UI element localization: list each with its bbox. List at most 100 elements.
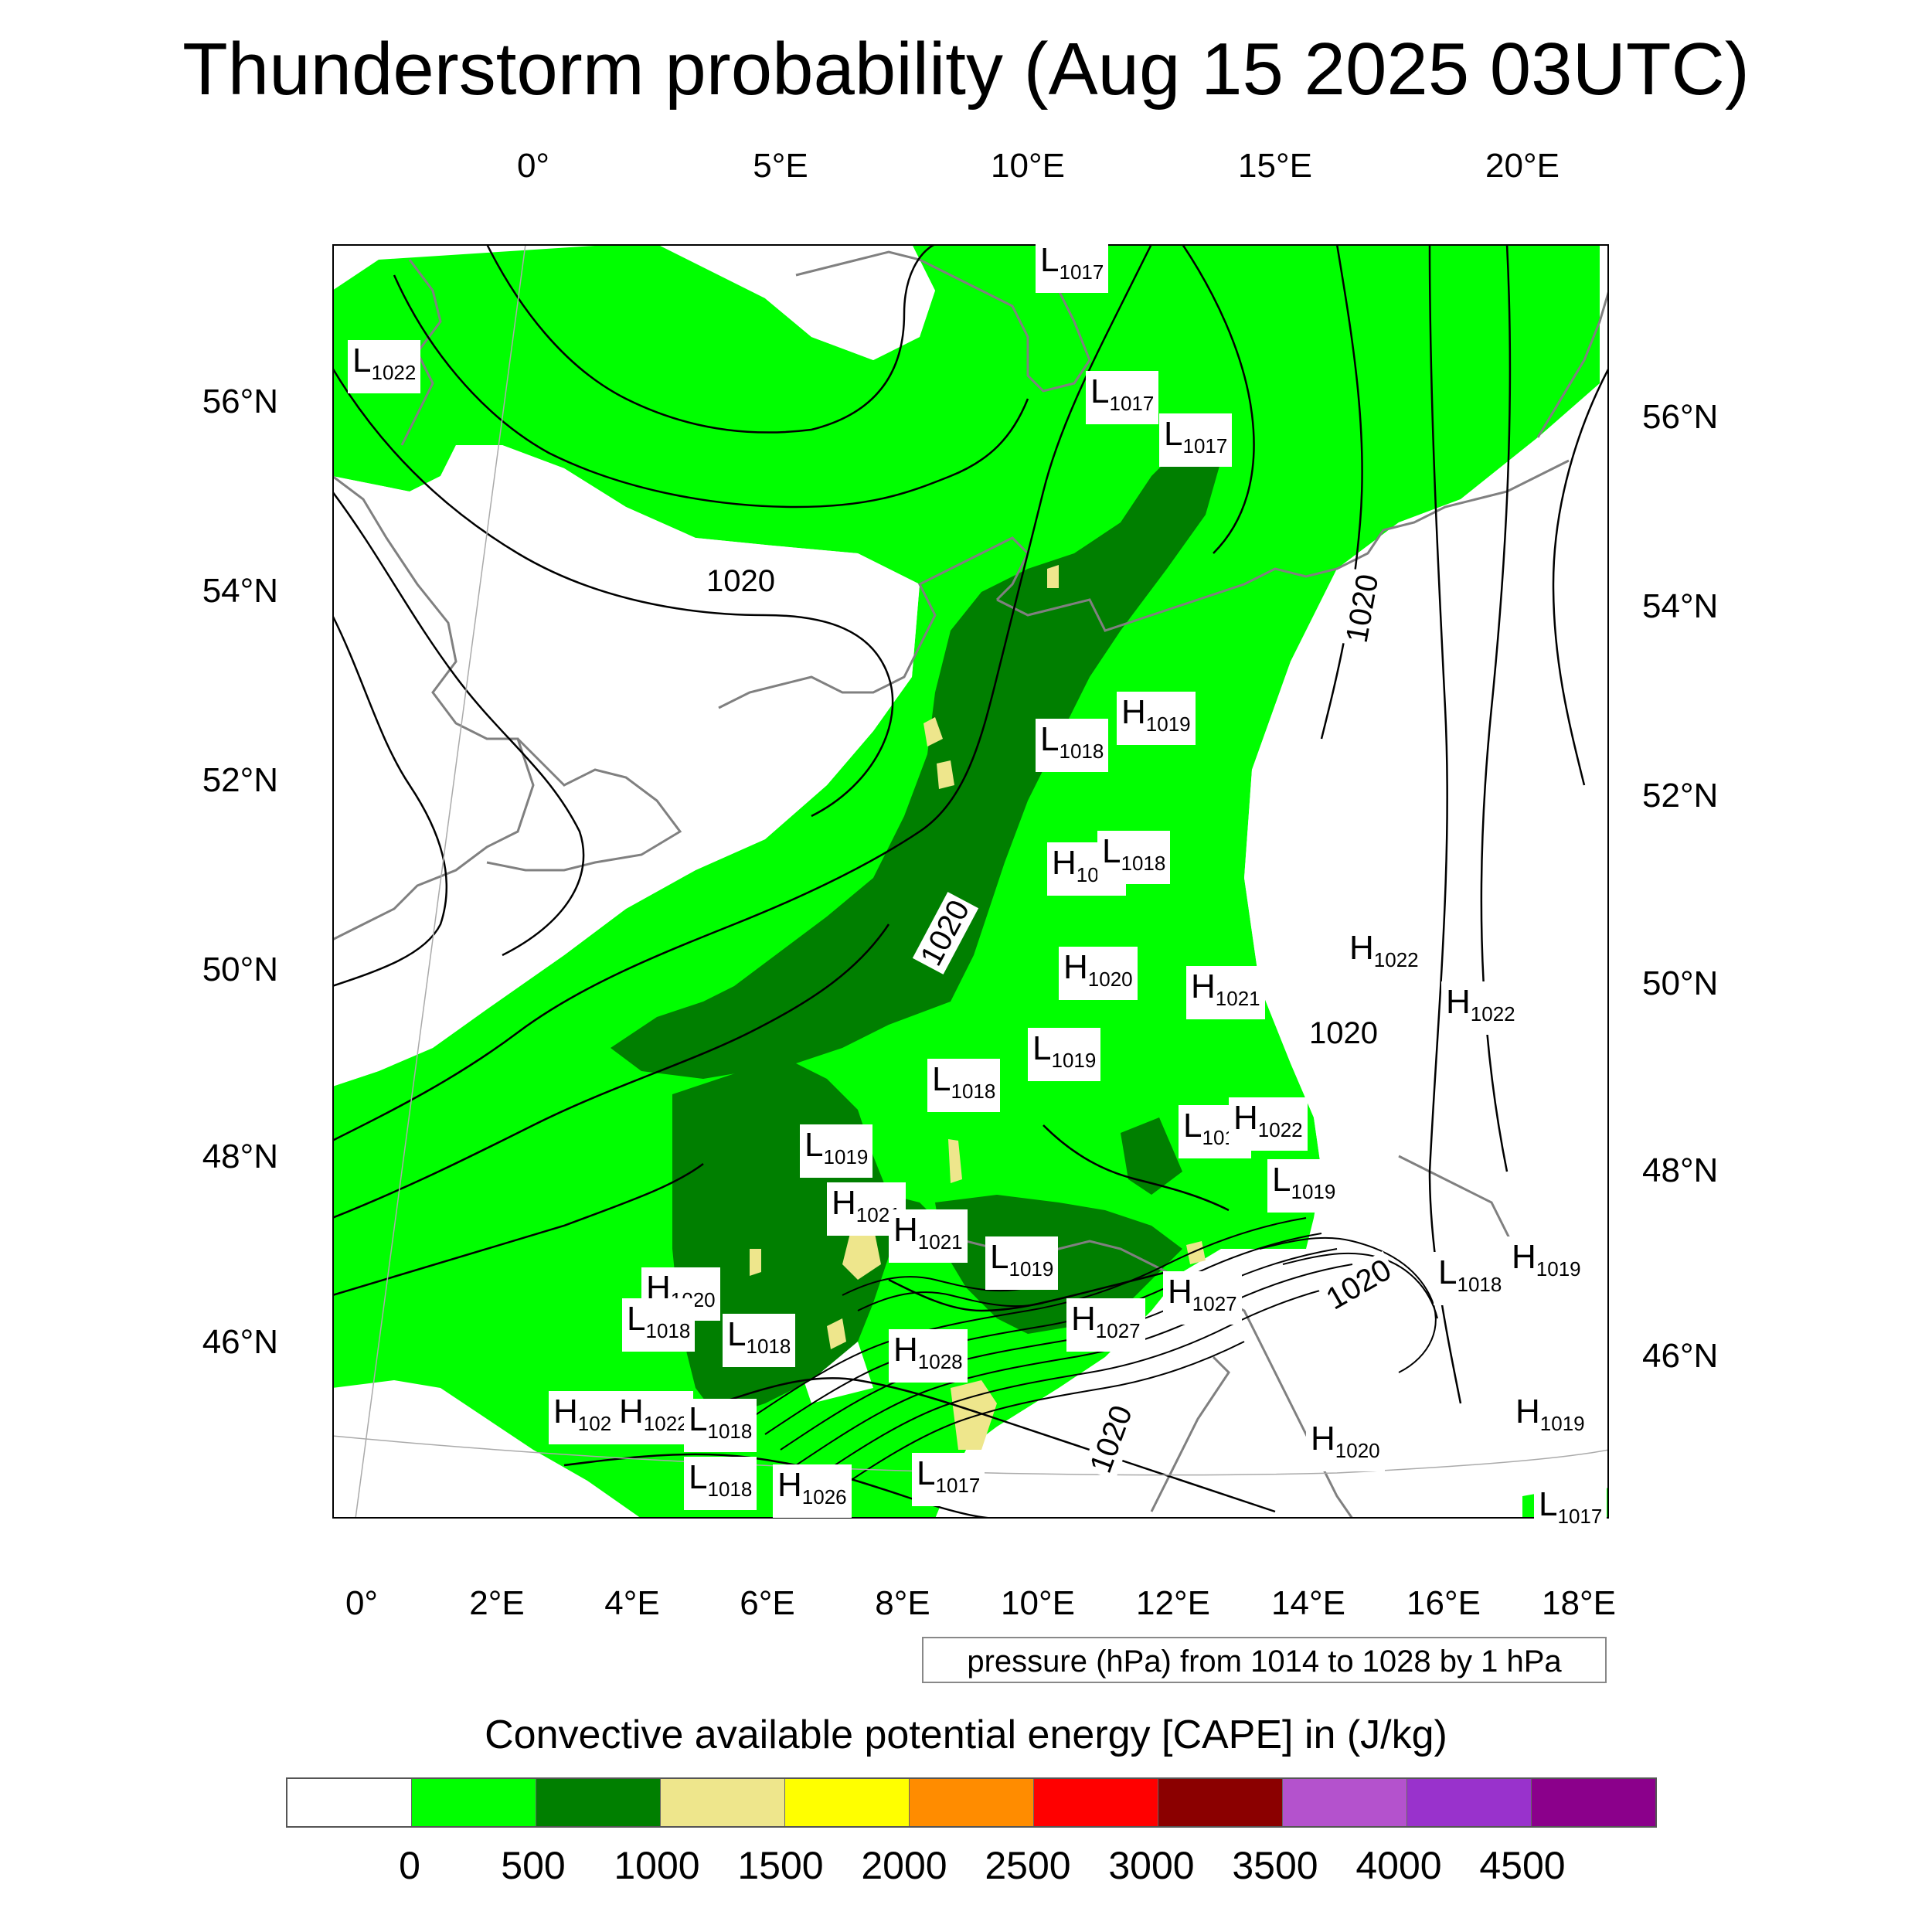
lat-right-label: 52°N bbox=[1642, 777, 1719, 815]
lon-bottom-label: 8°E bbox=[875, 1584, 930, 1622]
low-pressure-center: L1017 bbox=[1159, 413, 1233, 467]
pressure-center-letter: H bbox=[893, 1211, 918, 1249]
high-pressure-center: H102 bbox=[549, 1391, 617, 1444]
high-pressure-center: H1027 bbox=[1066, 1298, 1145, 1352]
pressure-center-value: 1028 bbox=[917, 1349, 963, 1373]
low-pressure-center: L1017 bbox=[1036, 240, 1109, 293]
pressure-center-letter: H bbox=[1311, 1420, 1335, 1458]
low-pressure-center: L1018 bbox=[684, 1457, 757, 1510]
high-pressure-center: H1019 bbox=[1507, 1236, 1586, 1290]
lon-top-label: 10°E bbox=[991, 147, 1065, 185]
lat-left-label: 52°N bbox=[202, 761, 278, 799]
pressure-center-letter: L bbox=[990, 1238, 1009, 1276]
lat-right-label: 50°N bbox=[1642, 964, 1719, 1002]
pressure-center-letter: H bbox=[1446, 983, 1471, 1021]
low-pressure-center: L1019 bbox=[800, 1124, 873, 1178]
pressure-center-value: 1019 bbox=[1051, 1048, 1097, 1072]
high-pressure-center: H1022 bbox=[614, 1391, 693, 1444]
high-pressure-center: H1019 bbox=[1511, 1391, 1590, 1444]
high-pressure-center: H1026 bbox=[773, 1464, 852, 1518]
colorbar-swatch bbox=[1531, 1779, 1655, 1826]
pressure-center-letter: H bbox=[777, 1466, 802, 1504]
isobars bbox=[332, 244, 1609, 1519]
pressure-center-letter: L bbox=[627, 1300, 646, 1338]
pressure-center-value: 1017 bbox=[935, 1473, 981, 1497]
pressure-center-letter: L bbox=[1040, 241, 1060, 279]
colorbar-tick-label: 3000 bbox=[1108, 1844, 1195, 1887]
low-pressure-center: L1018 bbox=[1097, 831, 1171, 884]
pressure-center-value: 1017 bbox=[1109, 391, 1155, 415]
colorbar-swatch bbox=[1282, 1779, 1406, 1826]
low-pressure-center: L1017 bbox=[912, 1453, 985, 1506]
high-pressure-center: H1021 bbox=[889, 1209, 968, 1263]
graticule bbox=[332, 244, 1609, 1519]
colorbar-tick-label: 2500 bbox=[985, 1844, 1071, 1887]
colorbar-tick-label: 1500 bbox=[737, 1844, 824, 1887]
low-pressure-center: L1018 bbox=[622, 1298, 696, 1352]
colorbar bbox=[286, 1777, 1657, 1828]
pressure-center-letter: L bbox=[932, 1060, 951, 1098]
pressure-center-letter: L bbox=[352, 342, 372, 379]
low-pressure-center: L1017 bbox=[1086, 371, 1159, 424]
pressure-center-letter: L bbox=[804, 1126, 824, 1164]
map-title: Thunderstorm probability (Aug 15 2025 03… bbox=[182, 28, 1750, 111]
colorbar-tick-label: 4000 bbox=[1355, 1844, 1442, 1887]
pressure-center-letter: H bbox=[1515, 1393, 1540, 1430]
pressure-center-letter: H bbox=[619, 1393, 644, 1430]
low-pressure-center: L1018 bbox=[684, 1399, 757, 1452]
pressure-center-value: 1022 bbox=[643, 1411, 689, 1435]
lat-right-label: 48°N bbox=[1642, 1151, 1719, 1189]
colorbar-swatch bbox=[660, 1779, 784, 1826]
lat-left-label: 56°N bbox=[202, 383, 278, 420]
cape-map bbox=[332, 244, 1609, 1519]
pressure-center-value: 1020 bbox=[1335, 1438, 1380, 1462]
colorbar-tick-label: 0 bbox=[399, 1844, 420, 1887]
high-pressure-center: H1021 bbox=[1186, 966, 1265, 1019]
pressure-center-letter: L bbox=[1183, 1107, 1202, 1145]
pressure-center-value: 1021 bbox=[1215, 986, 1260, 1010]
lon-top-label: 15°E bbox=[1238, 147, 1312, 185]
pressure-center-letter: L bbox=[689, 1458, 708, 1496]
pressure-center-value: 1019 bbox=[1536, 1257, 1581, 1281]
colorbar-tick-label: 3500 bbox=[1232, 1844, 1318, 1887]
high-pressure-center: H1027 bbox=[1163, 1271, 1242, 1325]
lon-top-label: 5°E bbox=[753, 147, 808, 185]
pressure-center-letter: H bbox=[1168, 1273, 1192, 1311]
colorbar-swatch bbox=[536, 1779, 660, 1826]
pressure-center-value: 1017 bbox=[1557, 1504, 1603, 1528]
colorbar-tick-label: 1000 bbox=[614, 1844, 700, 1887]
pressure-center-value: 1017 bbox=[1059, 260, 1104, 284]
lon-bottom-label: 14°E bbox=[1271, 1584, 1345, 1622]
pressure-center-value: 1020 bbox=[1087, 967, 1133, 991]
pressure-center-letter: L bbox=[689, 1400, 708, 1438]
colorbar-swatch bbox=[287, 1779, 411, 1826]
pressure-center-value: 102 bbox=[577, 1411, 612, 1435]
pressure-center-value: 1019 bbox=[1145, 712, 1191, 736]
pressure-center-value: 1026 bbox=[801, 1485, 847, 1509]
lat-right-label: 46°N bbox=[1642, 1337, 1719, 1375]
low-pressure-center: L1018 bbox=[1434, 1252, 1507, 1305]
colorbar-swatch bbox=[784, 1779, 909, 1826]
colorbar-swatch bbox=[909, 1779, 1033, 1826]
pressure-center-letter: L bbox=[1102, 832, 1121, 870]
pressure-center-letter: H bbox=[553, 1393, 578, 1430]
colorbar-swatch bbox=[1406, 1779, 1531, 1826]
pressure-center-letter: H bbox=[1121, 693, 1146, 731]
pressure-center-letter: H bbox=[1071, 1300, 1096, 1338]
low-pressure-center: L1018 bbox=[1036, 719, 1109, 772]
lon-bottom-label: 10°E bbox=[1001, 1584, 1075, 1622]
pressure-center-letter: L bbox=[1032, 1029, 1052, 1067]
colorbar-tick-label: 2000 bbox=[861, 1844, 947, 1887]
pressure-center-letter: L bbox=[1539, 1485, 1558, 1523]
low-pressure-center: L1019 bbox=[1028, 1028, 1101, 1081]
low-pressure-center: L1018 bbox=[927, 1059, 1001, 1112]
pressure-center-letter: H bbox=[1349, 929, 1374, 967]
pressure-center-value: 1027 bbox=[1095, 1318, 1141, 1342]
isobar-info-box: pressure (hPa) from 1014 to 1028 by 1 hP… bbox=[922, 1637, 1607, 1683]
pressure-center-value: 1018 bbox=[1121, 851, 1166, 875]
pressure-center-value: 1022 bbox=[1373, 947, 1419, 971]
pressure-center-value: 1022 bbox=[371, 360, 417, 384]
contour-label: 1020 bbox=[1306, 1016, 1381, 1051]
pressure-center-value: 1018 bbox=[1457, 1272, 1502, 1296]
pressure-center-letter: H bbox=[832, 1184, 856, 1222]
